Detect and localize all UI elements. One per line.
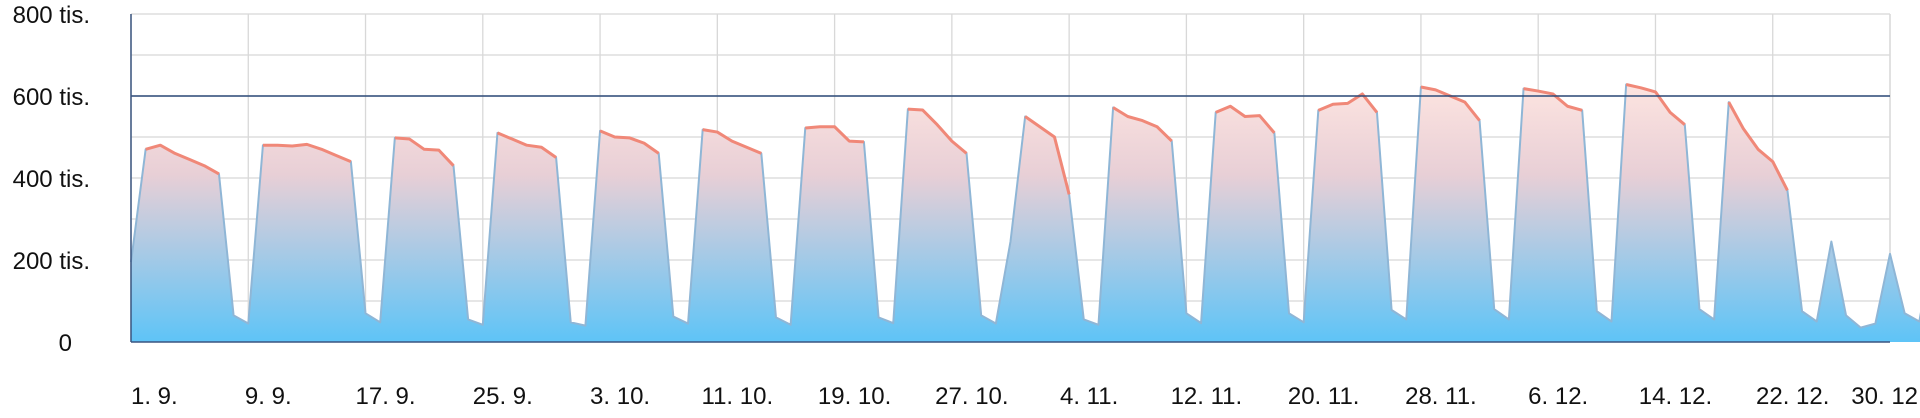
x-tick-label: 14. 12.	[1639, 383, 1712, 410]
x-tick-label: 22. 12.	[1756, 383, 1829, 410]
series-top-line	[394, 136, 455, 167]
series-top-line	[1215, 104, 1276, 134]
series-top-line	[262, 142, 352, 163]
x-tick-label: 17. 9.	[356, 383, 416, 410]
x-tick-label: 28. 11.	[1405, 383, 1477, 410]
series-top-line	[1024, 115, 1071, 195]
x-tick-label: 4. 11.	[1060, 383, 1118, 410]
series-top-line	[599, 129, 660, 155]
series-top-line	[1625, 83, 1686, 126]
x-tick-label: 1. 9.	[131, 383, 178, 410]
y-tick-label: 0	[59, 330, 72, 357]
series-top-line	[907, 107, 968, 155]
series-top-line	[496, 131, 557, 159]
x-tick-label: 12. 11.	[1171, 383, 1243, 410]
area-fill	[131, 84, 1920, 342]
series-top-line	[1317, 92, 1379, 114]
y-tick-label: 600 tis.	[13, 84, 90, 111]
series-top-line	[805, 125, 865, 144]
y-tick-label: 800 tis.	[13, 2, 90, 29]
axes	[130, 14, 1890, 343]
x-tick-label: 30. 12.	[1851, 383, 1920, 410]
x-tick-label: 3. 10.	[590, 383, 650, 410]
x-tick-label: 6. 12.	[1528, 383, 1588, 410]
x-tick-label: 20. 11.	[1288, 383, 1360, 410]
y-tick-label: 400 tis.	[13, 166, 90, 193]
x-tick-label: 11. 10.	[702, 383, 774, 410]
data-area	[130, 83, 1920, 342]
x-tick-label: 19. 10.	[818, 383, 891, 410]
series-top-line	[1112, 106, 1173, 143]
series-top-line	[1727, 101, 1789, 191]
x-axis-labels: 1. 9. 9. 9. 17. 9. 25. 9. 3. 10. 11. 10. 19. 1…	[131, 383, 1920, 410]
series-top-line	[1523, 87, 1583, 112]
series-top-line	[145, 143, 220, 176]
y-tick-label: 200 tis.	[13, 248, 90, 275]
x-tick-label: 27. 10.	[935, 383, 1008, 410]
series-top-line	[702, 128, 762, 155]
x-tick-label: 25. 9.	[473, 383, 533, 410]
y-axis-labels: 0 200 tis. 400 tis. 600 tis. 800 tis.	[13, 2, 90, 357]
x-tick-label: 9. 9.	[245, 383, 292, 410]
